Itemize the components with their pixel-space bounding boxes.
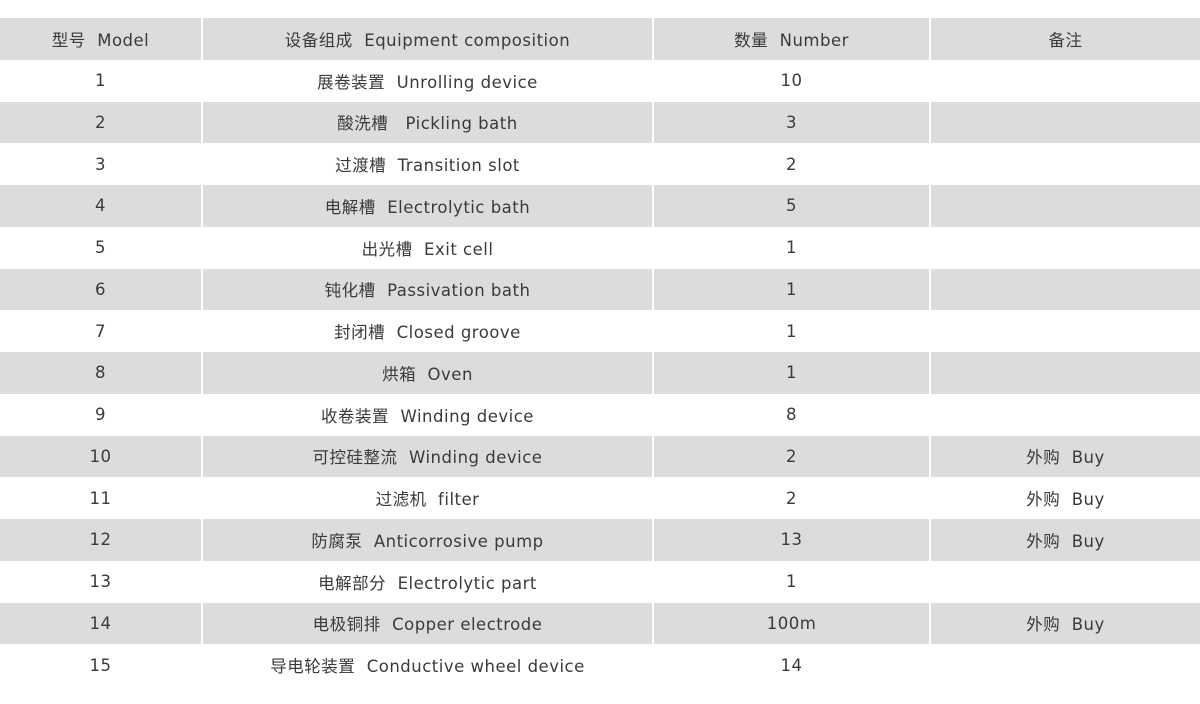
cell-model: 3 [0, 143, 201, 185]
cell-note [929, 101, 1200, 144]
cell-composition: 过滤机 filter [201, 477, 652, 519]
table-row: 5 出光槽 Exit cell 1 [0, 226, 1200, 269]
cell-model: 15 [0, 644, 201, 686]
cell-number: 5 [652, 185, 929, 227]
table-row: 12 防腐泵 Anticorrosive pump 13 外购 Buy [0, 519, 1200, 561]
table-row: 9 收卷装置 Winding device 8 [0, 393, 1200, 436]
table-row: 2 酸洗槽 Pickling bath 3 [0, 101, 1200, 144]
cell-composition: 过渡槽 Transition slot [201, 143, 652, 185]
table-row: 13 电解部分 Electrolytic part 1 [0, 560, 1200, 603]
cell-composition: 展卷装置 Unrolling device [201, 59, 652, 102]
table-row: 8 烘箱 Oven 1 [0, 352, 1200, 394]
table-row: 7 封闭槽 Closed groove 1 [0, 310, 1200, 352]
cell-note [929, 143, 1200, 185]
cell-number: 14 [652, 644, 929, 686]
cell-note [929, 226, 1200, 269]
cell-note [929, 352, 1200, 394]
table-row: 3 过渡槽 Transition slot 2 [0, 143, 1200, 185]
header-number: 数量 Number [652, 18, 929, 60]
cell-model: 2 [0, 101, 201, 144]
cell-model: 6 [0, 268, 201, 311]
cell-composition: 出光槽 Exit cell [201, 226, 652, 269]
table-row: 4 电解槽 Electrolytic bath 5 [0, 185, 1200, 227]
cell-note [929, 644, 1200, 686]
cell-composition: 电解部分 Electrolytic part [201, 560, 652, 603]
cell-number: 1 [652, 352, 929, 394]
header-composition: 设备组成 Equipment composition [201, 18, 652, 60]
cell-model: 8 [0, 352, 201, 394]
cell-composition: 收卷装置 Winding device [201, 393, 652, 436]
cell-number: 13 [652, 519, 929, 561]
cell-number: 1 [652, 560, 929, 603]
cell-number: 100m [652, 602, 929, 645]
cell-note: 外购 Buy [929, 602, 1200, 645]
cell-model: 4 [0, 185, 201, 227]
cell-model: 5 [0, 226, 201, 269]
table-row: 14 电极铜排 Copper electrode 100m 外购 Buy [0, 602, 1200, 645]
cell-composition: 酸洗槽 Pickling bath [201, 101, 652, 144]
cell-model: 1 [0, 59, 201, 102]
cell-number: 1 [652, 268, 929, 311]
cell-note: 外购 Buy [929, 519, 1200, 561]
cell-number: 2 [652, 435, 929, 478]
cell-number: 2 [652, 477, 929, 519]
cell-number: 10 [652, 59, 929, 102]
table-row: 11 过滤机 filter 2 外购 Buy [0, 477, 1200, 519]
cell-note [929, 310, 1200, 352]
cell-note [929, 393, 1200, 436]
cell-number: 8 [652, 393, 929, 436]
cell-model: 13 [0, 560, 201, 603]
cell-composition: 防腐泵 Anticorrosive pump [201, 519, 652, 561]
cell-composition: 烘箱 Oven [201, 352, 652, 394]
cell-note [929, 185, 1200, 227]
cell-note [929, 268, 1200, 311]
cell-composition: 封闭槽 Closed groove [201, 310, 652, 352]
cell-composition: 可控硅整流 Winding device [201, 435, 652, 478]
cell-number: 3 [652, 101, 929, 144]
table-row: 10 可控硅整流 Winding device 2 外购 Buy [0, 435, 1200, 478]
cell-number: 2 [652, 143, 929, 185]
cell-note: 外购 Buy [929, 477, 1200, 519]
cell-model: 7 [0, 310, 201, 352]
cell-note: 外购 Buy [929, 435, 1200, 478]
cell-number: 1 [652, 310, 929, 352]
cell-composition: 电极铜排 Copper electrode [201, 602, 652, 645]
cell-composition: 导电轮装置 Conductive wheel device [201, 644, 652, 686]
cell-model: 14 [0, 602, 201, 645]
table-row: 1 展卷装置 Unrolling device 10 [0, 59, 1200, 102]
cell-number: 1 [652, 226, 929, 269]
cell-note [929, 59, 1200, 102]
equipment-table: 型号 Model 设备组成 Equipment composition 数量 N… [0, 18, 1200, 686]
cell-composition: 钝化槽 Passivation bath [201, 268, 652, 311]
cell-note [929, 560, 1200, 603]
cell-model: 11 [0, 477, 201, 519]
cell-model: 9 [0, 393, 201, 436]
cell-composition: 电解槽 Electrolytic bath [201, 185, 652, 227]
table-header: 型号 Model 设备组成 Equipment composition 数量 N… [0, 18, 1200, 60]
header-note: 备注 [929, 18, 1200, 60]
header-model: 型号 Model [0, 18, 201, 60]
table-row: 15 导电轮装置 Conductive wheel device 14 [0, 644, 1200, 686]
cell-model: 10 [0, 435, 201, 478]
cell-model: 12 [0, 519, 201, 561]
table-row: 6 钝化槽 Passivation bath 1 [0, 268, 1200, 311]
